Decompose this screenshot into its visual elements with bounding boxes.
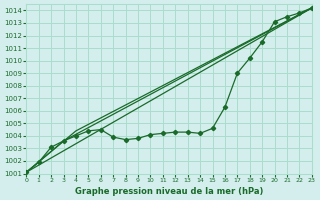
X-axis label: Graphe pression niveau de la mer (hPa): Graphe pression niveau de la mer (hPa)	[75, 187, 263, 196]
